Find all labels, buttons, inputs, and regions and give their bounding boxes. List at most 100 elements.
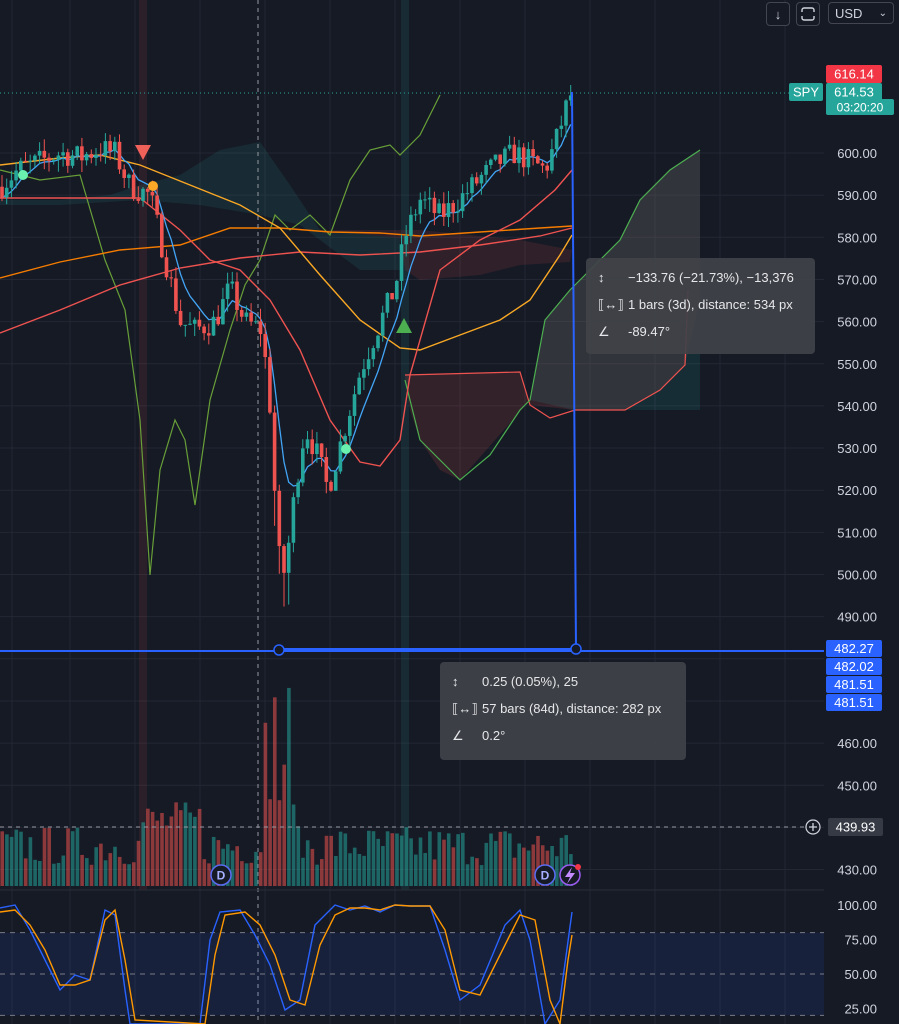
price-axis-tick: 540.00: [837, 399, 877, 414]
currency-select[interactable]: USD ⌄: [828, 2, 894, 24]
candle-body: [19, 160, 23, 171]
volume-bar: [395, 833, 399, 886]
candle-body: [554, 128, 559, 150]
volume-bar: [56, 862, 61, 886]
candle-body: [545, 165, 549, 171]
volume-bar: [305, 840, 310, 886]
candle-body: [489, 159, 493, 166]
measure-info-box-2: ↕ 0.25 (0.05%), 25 ⟦↔⟧ 57 bars (84d), di…: [440, 662, 686, 760]
volume-bar: [465, 864, 470, 886]
price-axis-tick: 430.00: [837, 863, 877, 878]
candle-body: [221, 299, 225, 325]
candle-body: [286, 542, 291, 573]
candle-body: [225, 283, 230, 300]
candle-body: [108, 141, 112, 152]
volume-bar: [117, 856, 122, 886]
candle-body: [70, 155, 75, 166]
volume-bar: [371, 831, 376, 886]
candle-body: [155, 195, 159, 215]
candle-body: [80, 146, 84, 161]
plus-circle-icon-cross: [809, 823, 817, 831]
stoch-k-line: [0, 904, 573, 1024]
candle-body: [117, 141, 122, 170]
volume-bar: [404, 827, 409, 886]
candle-body: [84, 154, 89, 161]
candle-body: [503, 148, 507, 164]
candle-body: [460, 193, 465, 212]
volume-bar: [423, 853, 427, 886]
cloud-area-green: [0, 142, 400, 270]
volume-bar: [202, 859, 207, 886]
measure-angle-text: 0.2°: [482, 728, 506, 743]
volume-bar: [484, 842, 489, 886]
candle-body: [47, 157, 51, 161]
price-axis-tick: 510.00: [837, 525, 877, 540]
volume-bar: [324, 835, 329, 886]
price-axis-tick: 530.00: [837, 441, 877, 456]
volume-bar: [315, 864, 319, 886]
candle-body: [244, 312, 249, 317]
download-button[interactable]: ↓: [766, 2, 790, 26]
candle-body: [348, 415, 352, 436]
candle-body: [94, 154, 98, 158]
crosshair-price-tag-bg: [828, 818, 883, 836]
volume-bar: [296, 826, 301, 886]
candle-body: [526, 149, 531, 168]
price-axis-tick: 500.00: [837, 568, 877, 583]
candle-body: [559, 125, 564, 129]
volume-bar: [146, 808, 150, 886]
volume-bar: [442, 839, 446, 886]
buy-signal-triangle: [396, 318, 412, 333]
volume-bar: [367, 830, 371, 886]
volume-bar: [287, 687, 291, 886]
price-axis-tick: 580.00: [837, 230, 877, 245]
volume-bar: [174, 802, 178, 886]
candle-body: [160, 214, 164, 258]
candle-body: [169, 277, 173, 279]
candle-body: [192, 319, 197, 324]
price-axis-tick: 490.00: [837, 610, 877, 625]
volume-bar: [437, 832, 442, 886]
price-range-icon: ↕: [598, 270, 605, 285]
volume-bar: [320, 859, 324, 886]
low-price-tag-bg: [826, 676, 882, 693]
volume-bar: [273, 697, 277, 886]
candle-body: [127, 174, 131, 178]
candle-body: [493, 154, 498, 160]
candle-body: [310, 439, 314, 455]
candle-body: [338, 441, 343, 472]
volume-bar: [80, 854, 84, 886]
volume-bar: [522, 847, 526, 886]
measure-angle-row: ∠ -89.47°: [598, 318, 803, 345]
volume-bar: [517, 843, 521, 886]
candle-body: [395, 280, 399, 300]
price-axis[interactable]: 600.00 590.00 580.00 570.00 560.00 550.00 540.…: [824, 0, 899, 1024]
stoch-axis-tick: 100.00: [837, 898, 877, 913]
fullscreen-button[interactable]: [796, 2, 820, 26]
candle-body: [9, 180, 14, 188]
volume-bar: [188, 812, 192, 886]
measure-anchor: [570, 643, 582, 655]
low-price-tag: 481.51: [834, 695, 874, 710]
volume-bar: [103, 860, 108, 886]
measure-lines[interactable]: [0, 91, 824, 656]
volume-bar: [277, 800, 282, 886]
volume-bar: [268, 799, 272, 886]
price-axis-tick: 570.00: [837, 272, 877, 287]
symbol-tag-bg: [789, 83, 823, 101]
volume-bar: [240, 861, 244, 886]
candle-body: [178, 310, 183, 326]
volume-bar: [334, 856, 338, 886]
price-axis-tick: 600.00: [837, 146, 877, 161]
volume-bar: [489, 833, 493, 886]
volume-bar: [531, 844, 536, 886]
volume-bar: [498, 831, 503, 886]
signal-dot-green: [18, 170, 28, 180]
volume-bar: [493, 840, 498, 886]
candle-body: [136, 198, 141, 201]
candle-body: [301, 448, 305, 483]
volume-bar: [66, 828, 70, 886]
buy-band: [401, 0, 409, 890]
